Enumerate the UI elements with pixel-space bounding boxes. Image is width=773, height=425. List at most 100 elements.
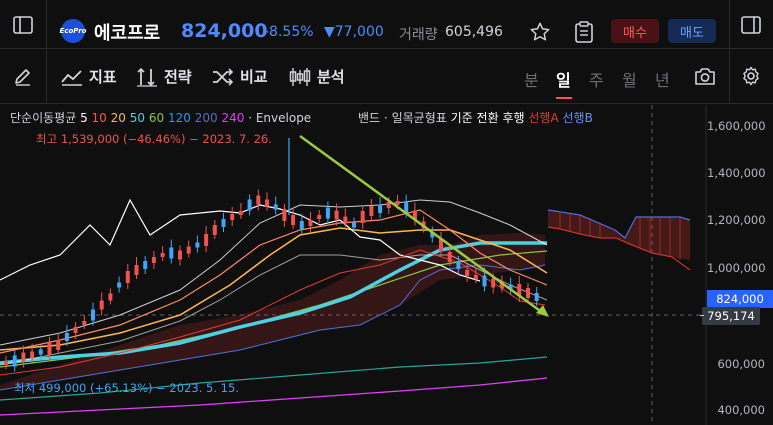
star-icon[interactable] <box>528 20 552 44</box>
period-day[interactable]: 일 <box>556 71 571 90</box>
period-year[interactable]: 년 <box>655 71 670 90</box>
span-b-label: 선행B <box>562 111 593 125</box>
camera-icon[interactable] <box>693 65 717 87</box>
candle-body <box>256 195 261 205</box>
period-minute[interactable]: 분 <box>524 71 539 90</box>
ichimoku-cloud-future <box>548 210 690 260</box>
sidebar-toggle-left-icon[interactable] <box>12 14 34 36</box>
candle-body <box>325 207 330 219</box>
envelope-upper <box>0 199 548 346</box>
ma-period-50: 50 <box>129 111 146 125</box>
ma-10 <box>0 209 548 354</box>
compare-label: 비교 <box>240 68 268 86</box>
analysis-label: 분석 <box>317 68 345 86</box>
current-price-tag: 824,000 <box>707 290 773 308</box>
candle-body <box>247 199 252 211</box>
candle-body <box>108 293 113 301</box>
candle-body <box>99 300 104 310</box>
trend-arrow-line <box>299 134 544 315</box>
candle-body <box>230 214 235 220</box>
candle-body <box>386 202 391 208</box>
candle-body <box>47 343 52 355</box>
chart-toolbar: 지표 전략 비교 분석 분 일 주 월 년 <box>0 49 773 104</box>
candle-body <box>334 210 339 220</box>
candle-body <box>238 211 243 215</box>
sidebar-toggle-right-icon[interactable] <box>740 14 762 36</box>
candle-body <box>517 284 522 296</box>
volume-label: 거래량 <box>399 27 438 43</box>
candle-body <box>491 278 496 288</box>
candle-body <box>117 282 122 288</box>
span-a-line-future <box>547 226 691 271</box>
clipboard-icon[interactable] <box>572 20 596 44</box>
candle-body <box>317 215 322 219</box>
candle-body <box>360 211 365 223</box>
price-chart[interactable] <box>0 105 773 425</box>
candle-body <box>212 225 217 235</box>
trend-line-icon <box>61 69 82 86</box>
sell-button[interactable]: 매도 <box>668 19 716 43</box>
candles-icon <box>289 67 311 86</box>
ichimoku-base: 기준 <box>450 111 473 125</box>
candle-body <box>404 201 409 213</box>
candle-body <box>64 333 69 341</box>
candle-body <box>134 265 139 275</box>
stock-logo: EcoPro <box>60 19 86 43</box>
candle-body <box>430 232 435 238</box>
candle-body <box>482 275 487 287</box>
envelope-band-label: 밴드 <box>358 111 381 125</box>
strategy-label: 전략 <box>164 68 192 86</box>
candle-body <box>125 271 130 283</box>
candle-body <box>343 216 348 224</box>
indicator-legend[interactable]: 단순이동평균 5 10 20 50 60 120 200 240 · Envel… <box>10 111 312 125</box>
candle-body <box>12 355 17 367</box>
candle-body <box>204 234 209 246</box>
envelope-legend: Envelope <box>255 111 312 125</box>
candle-body <box>30 351 35 359</box>
volume-value: 605,496 <box>445 24 503 40</box>
candle-body <box>178 250 182 260</box>
analysis-button[interactable]: 분석 <box>289 49 345 104</box>
candle-body <box>4 361 8 365</box>
ichimoku-label: 일목균형표 <box>391 111 447 125</box>
settings-gear-icon[interactable] <box>740 65 762 87</box>
crosshair-price-tag: 795,174 <box>702 307 760 325</box>
strategy-button[interactable]: 전략 <box>136 49 192 104</box>
ma-period-240: 240 <box>221 111 245 125</box>
crosshair-tick-mark <box>700 315 704 316</box>
candle-body <box>499 281 504 289</box>
period-month[interactable]: 월 <box>622 71 637 90</box>
candle-body <box>447 252 452 262</box>
candle-body <box>273 204 278 210</box>
chart-area[interactable]: 단순이동평균 5 10 20 50 60 120 200 240 · Envel… <box>0 105 773 425</box>
low-price-note: 최저 499,000 (+65.13%) − 2023. 5. 15. <box>14 381 239 395</box>
price-label: 1,400,000 <box>707 166 766 180</box>
indicator-label: 지표 <box>89 68 117 86</box>
indicator-button[interactable]: 지표 <box>61 49 117 104</box>
price-axis[interactable]: 1,600,000 1,400,000 1,200,000 1,000,000 … <box>707 105 773 425</box>
candle-body <box>526 288 530 298</box>
span-b-line-future <box>547 209 691 239</box>
candle-body <box>299 221 304 229</box>
compare-button[interactable]: 비교 <box>212 49 268 104</box>
candle-body <box>465 270 470 276</box>
candle-body <box>169 247 174 259</box>
candlestick-series <box>4 138 539 372</box>
price-label: 1,600,000 <box>707 119 766 133</box>
candle-body <box>473 275 478 279</box>
ma-period-120: 120 <box>167 111 191 125</box>
candle-body <box>456 261 461 269</box>
price-label: 1,000,000 <box>707 261 766 275</box>
shuffle-icon <box>213 67 234 86</box>
period-week[interactable]: 주 <box>589 71 604 90</box>
candle-body <box>38 349 43 355</box>
stock-name[interactable]: 에코프로 <box>94 23 161 44</box>
candle-body <box>151 257 156 263</box>
candle-body <box>91 309 95 321</box>
ma-period-60: 60 <box>148 111 165 125</box>
buy-button[interactable]: 매수 <box>611 19 659 43</box>
drawing-pencil-icon[interactable] <box>12 65 34 87</box>
current-price: 824,000 <box>181 20 268 42</box>
candle-body <box>412 210 417 220</box>
ichimoku-legend[interactable]: 밴드 · 일목균형표 기준 전환 후행 선행A 선행B <box>358 111 593 125</box>
